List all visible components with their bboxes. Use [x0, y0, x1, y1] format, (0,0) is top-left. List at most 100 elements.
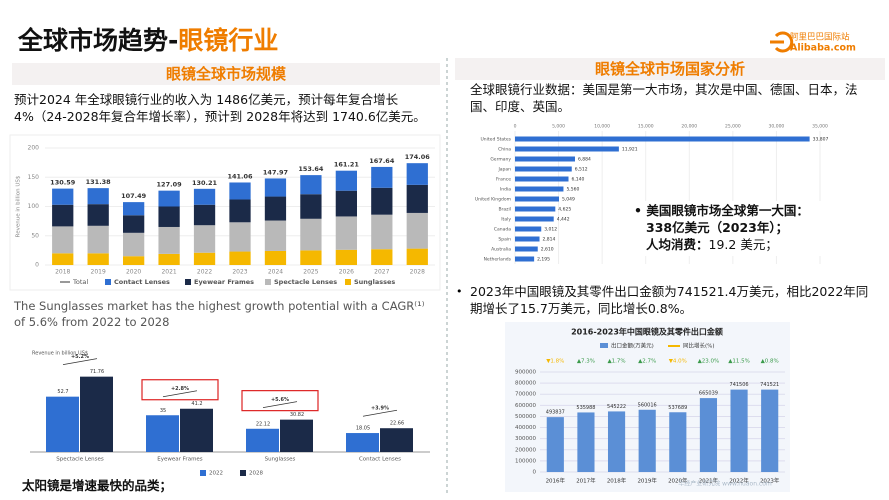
- bar: [246, 428, 279, 452]
- x-tick-label: 2019: [91, 269, 106, 276]
- bar: [515, 246, 538, 252]
- bar-segment: [52, 253, 74, 265]
- value-label: 537689: [668, 405, 687, 411]
- x-tick-label: Eyewear Frames: [157, 457, 203, 463]
- y-tick-label: Germany: [490, 157, 511, 163]
- value-label: 5,049: [562, 197, 575, 203]
- bar-segment: [87, 188, 109, 205]
- x-tick-label: 2022年: [729, 477, 749, 485]
- export-text: 2023年中国眼镜及其零件出口金额为741521.4万美元，相比2022年同期增…: [470, 284, 869, 316]
- total-label: 127.09: [157, 181, 183, 189]
- bar-segment: [193, 204, 216, 226]
- legend-label: 同比增长(%): [683, 342, 715, 350]
- x-tick-label: 2021年: [699, 477, 719, 485]
- callout-text: 19.2 美元；: [708, 236, 778, 252]
- x-tick-label: 2018年: [607, 477, 627, 485]
- callout-text: 338亿美元（2023年）；: [646, 219, 789, 235]
- bar-segment: [406, 212, 428, 249]
- growth-label: ▲1.7%: [607, 359, 625, 365]
- x-tick-label: 30,000: [769, 124, 785, 130]
- value-label: 3,012: [544, 227, 557, 233]
- value-label: 665039: [699, 391, 718, 397]
- source: 华经产业研究院 www.huaon.com: [678, 480, 772, 488]
- y-tick-label: Canada: [494, 227, 511, 233]
- total-label: 141.06: [227, 172, 253, 180]
- y-tick-label: Spain: [498, 237, 511, 243]
- x-tick-label: 2023年: [760, 477, 780, 485]
- x-tick-label: 2025: [303, 269, 318, 276]
- bar-segment: [158, 206, 180, 227]
- bar-segment: [193, 225, 216, 253]
- value-label: 71.76: [90, 369, 104, 375]
- legend-label: Total: [72, 278, 88, 286]
- value-label: 4,625: [558, 207, 571, 213]
- growth-label: ▲11.5%: [728, 359, 750, 365]
- logo-en: Alibaba.com: [790, 43, 856, 54]
- legend-label: Eyewear Frames: [194, 278, 254, 286]
- value-label: 22.12: [256, 421, 270, 427]
- bar: [515, 226, 542, 232]
- cagr-arrow: [362, 409, 398, 417]
- x-tick-label: 2018: [55, 269, 70, 276]
- y-tick-label: 100000: [515, 458, 536, 464]
- bar: [669, 412, 687, 472]
- cagr-arrow: [62, 358, 98, 366]
- y-tick-label: 0: [35, 262, 39, 269]
- x-tick-label: 0: [514, 124, 517, 130]
- bar: [607, 411, 626, 472]
- bar-segment: [229, 182, 251, 200]
- bar-segment: [87, 204, 109, 226]
- y-tick-label: India: [500, 187, 511, 193]
- x-tick-label: 2019年: [637, 477, 657, 485]
- value-label: 4,442: [557, 217, 570, 223]
- value-label: 741506: [730, 382, 749, 388]
- bar: [515, 236, 540, 242]
- bar: [515, 146, 619, 152]
- growth-label: ▲7.3%: [577, 359, 595, 365]
- value-label: 493837: [546, 410, 565, 416]
- y-tick-label: 700000: [515, 392, 536, 398]
- value-label: 33,807: [813, 137, 829, 143]
- bar-segment: [371, 187, 393, 215]
- x-tick-label: 2026: [339, 269, 354, 276]
- y-tick-label: China: [498, 147, 511, 153]
- x-tick-label: Contact Lenses: [359, 457, 401, 463]
- callout-text: 美国眼镜市场全球第一大国：: [646, 203, 809, 218]
- y-tick-label: United States: [481, 137, 512, 143]
- growth-label: ▲0.8%: [761, 359, 779, 365]
- x-tick-label: 2020年: [668, 477, 688, 485]
- legend-marker: [600, 343, 608, 348]
- total-label: 107.49: [121, 192, 147, 200]
- total-label: 167.64: [369, 157, 395, 165]
- bar: [515, 176, 569, 182]
- bar-segment: [300, 175, 322, 195]
- bar-segment: [335, 170, 357, 191]
- value-label: 41.2: [191, 401, 202, 407]
- value-label: 30.82: [290, 412, 304, 418]
- x-tick-label: 2024: [268, 269, 283, 276]
- bar-segment: [158, 226, 180, 254]
- bar: [380, 428, 413, 452]
- bar-segment: [229, 251, 251, 265]
- growth-label: ▼1.8%: [546, 359, 564, 365]
- value-label: 6,512: [575, 167, 588, 173]
- legend-marker: [240, 470, 246, 476]
- bar-segment: [123, 202, 145, 216]
- bar-segment: [123, 215, 145, 233]
- bar: [515, 196, 559, 202]
- value-label: 5,560: [566, 187, 579, 193]
- x-tick-label: 5,000: [552, 124, 565, 130]
- x-tick-label: Sunglasses: [265, 457, 296, 463]
- bar: [515, 216, 554, 222]
- left-text: 预计2024 年全球眼镜行业的收入为 1486亿美元，预计每年复合增长 4%（2…: [14, 92, 426, 124]
- bar: [546, 417, 564, 472]
- value-label: 545222: [607, 404, 626, 410]
- left-footer: 太阳镜是增速最快的品类；: [22, 478, 173, 493]
- y-tick-label: France: [496, 177, 511, 183]
- bar: [515, 186, 564, 192]
- bar: [80, 376, 113, 452]
- growth-label: ▲23.0%: [698, 359, 720, 365]
- y-tick-label: 800000: [515, 381, 536, 387]
- bar: [730, 389, 748, 472]
